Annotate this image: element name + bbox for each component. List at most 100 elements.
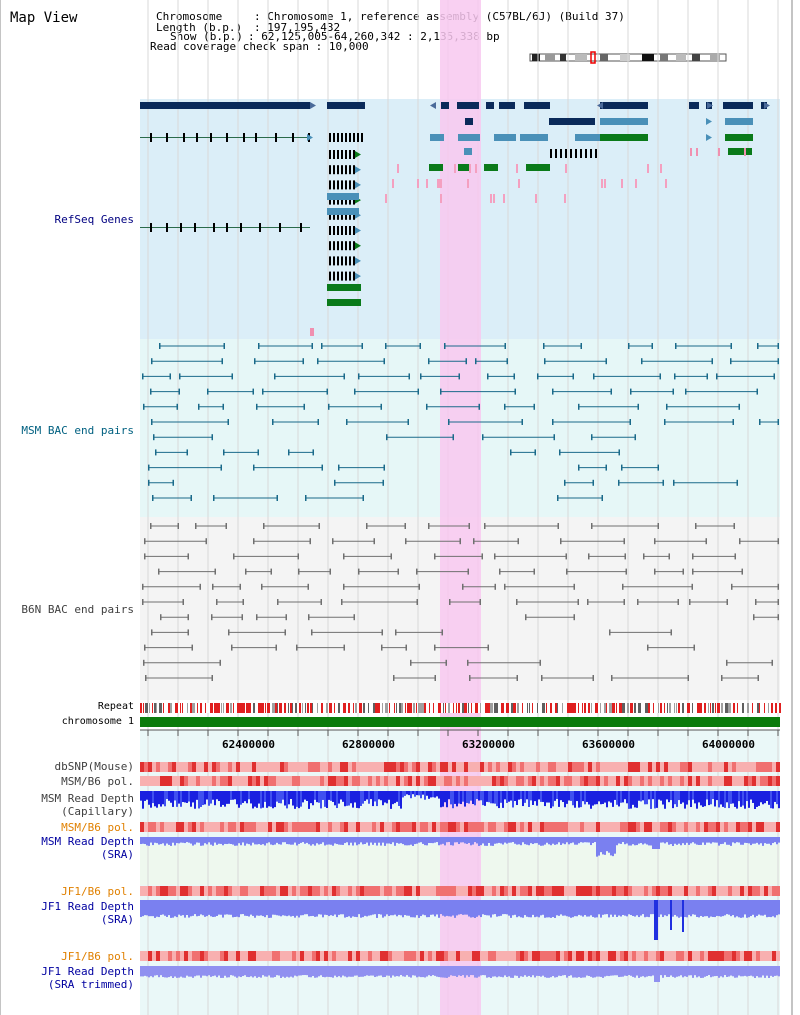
bac-end	[577, 599, 579, 605]
depth-bar	[254, 837, 256, 845]
bac-end	[207, 388, 209, 395]
repeat-element	[591, 703, 592, 713]
depth-bar	[776, 966, 778, 976]
depth-bar	[226, 900, 228, 915]
depth-bar	[656, 837, 658, 849]
depth-bar	[266, 791, 268, 808]
depth-bar	[436, 966, 438, 977]
ideogram-band	[620, 54, 630, 61]
polymorphism-cell	[364, 762, 368, 772]
depth-bar	[310, 900, 312, 917]
repeat-element	[764, 703, 765, 713]
repeat-track[interactable]	[140, 703, 781, 713]
depth-bar	[256, 966, 258, 978]
polymorphism-cell	[380, 951, 384, 961]
polymorphism-cell	[648, 886, 652, 896]
polymorphism-cell	[272, 886, 276, 896]
polymorphism-cell	[408, 822, 412, 832]
polymorphism-cell	[616, 951, 620, 961]
polymorphism-cell	[424, 951, 428, 961]
depth-bar	[360, 966, 362, 977]
polymorphism-cell	[712, 951, 716, 961]
depth-bar	[606, 791, 608, 808]
depth-bar	[316, 837, 318, 844]
depth-bar	[224, 791, 226, 807]
depth-bar	[306, 900, 308, 915]
depth-bar	[142, 900, 144, 917]
polymorphism-cell	[648, 762, 652, 772]
depth-bar	[154, 837, 156, 843]
depth-bar	[186, 900, 188, 916]
depth-bar	[532, 900, 534, 915]
polymorphism-cell	[740, 951, 744, 961]
variation-tracks[interactable]	[140, 762, 780, 982]
b6n-bac-label[interactable]: B6N BAC end pairs	[21, 603, 134, 616]
bac-end	[482, 434, 484, 441]
polymorphism-cell	[320, 762, 324, 772]
bac-end	[219, 659, 221, 666]
depth-bar	[654, 966, 656, 982]
polymorphism-cell	[348, 822, 352, 832]
bac-end	[621, 464, 623, 471]
depth-bar	[536, 791, 538, 806]
depth-bar	[332, 837, 334, 846]
depth-bar	[286, 900, 288, 917]
msm-depth-sra-label-2: (SRA)	[100, 848, 134, 861]
depth-bar	[746, 900, 748, 918]
depth-bar	[374, 791, 376, 802]
repeat-element	[653, 703, 654, 713]
bac-end	[277, 599, 279, 605]
polymorphism-cell	[144, 762, 148, 772]
depth-bar	[716, 900, 718, 916]
depth-bar	[438, 837, 440, 846]
b6n-bac-pairs-track[interactable]	[142, 523, 779, 681]
polymorphism-cell	[348, 886, 352, 896]
snp-mark	[647, 164, 649, 173]
polymorphism-cell	[760, 951, 764, 961]
depth-bar	[666, 966, 668, 977]
depth-bar	[454, 900, 456, 918]
depth-bar	[286, 837, 288, 845]
refseq-genes-label[interactable]: RefSeq Genes	[54, 213, 134, 226]
polymorphism-cell	[492, 822, 496, 832]
polymorphism-cell	[428, 762, 432, 772]
polymorphism-cell	[388, 822, 392, 832]
strand-arrow	[706, 118, 712, 125]
depth-bar	[426, 900, 428, 918]
depth-bar	[412, 966, 414, 976]
depth-bar	[270, 966, 272, 978]
depth-bar	[704, 837, 706, 845]
polymorphism-cell	[692, 776, 696, 786]
repeat-element	[462, 703, 465, 713]
msm-bac-pairs-track[interactable]	[142, 343, 779, 501]
polymorphism-cell	[388, 886, 392, 896]
polymorphism-cell	[768, 822, 772, 832]
polymorphism-cell	[540, 951, 544, 961]
repeat-element	[180, 703, 181, 713]
depth-bar	[424, 966, 426, 978]
chromosome-bar[interactable]	[140, 717, 780, 727]
polymorphism-cell	[344, 762, 348, 772]
highlight-region[interactable]	[440, 0, 481, 1015]
polymorphism-cell	[276, 776, 280, 786]
depth-bar	[240, 900, 242, 915]
gene-exon	[353, 195, 355, 205]
bac-end	[487, 644, 489, 651]
polymorphism-cell	[512, 951, 516, 961]
repeat-element	[295, 703, 297, 713]
depth-bar	[546, 791, 548, 803]
bac-end	[169, 373, 171, 380]
bac-end	[705, 538, 707, 545]
polymorphism-cell	[516, 951, 520, 961]
refseq-genes-track[interactable]	[140, 102, 770, 336]
depth-bar	[250, 900, 252, 915]
depth-bar	[336, 966, 338, 978]
strand-arrow	[707, 102, 713, 109]
depth-bar	[350, 791, 352, 804]
polymorphism-cell	[484, 951, 488, 961]
msm-bac-label[interactable]: MSM BAC end pairs	[21, 424, 134, 437]
depth-bar	[710, 837, 712, 844]
polymorphism-cell	[380, 776, 384, 786]
ideogram-band	[545, 54, 555, 61]
depth-bar	[292, 966, 294, 978]
